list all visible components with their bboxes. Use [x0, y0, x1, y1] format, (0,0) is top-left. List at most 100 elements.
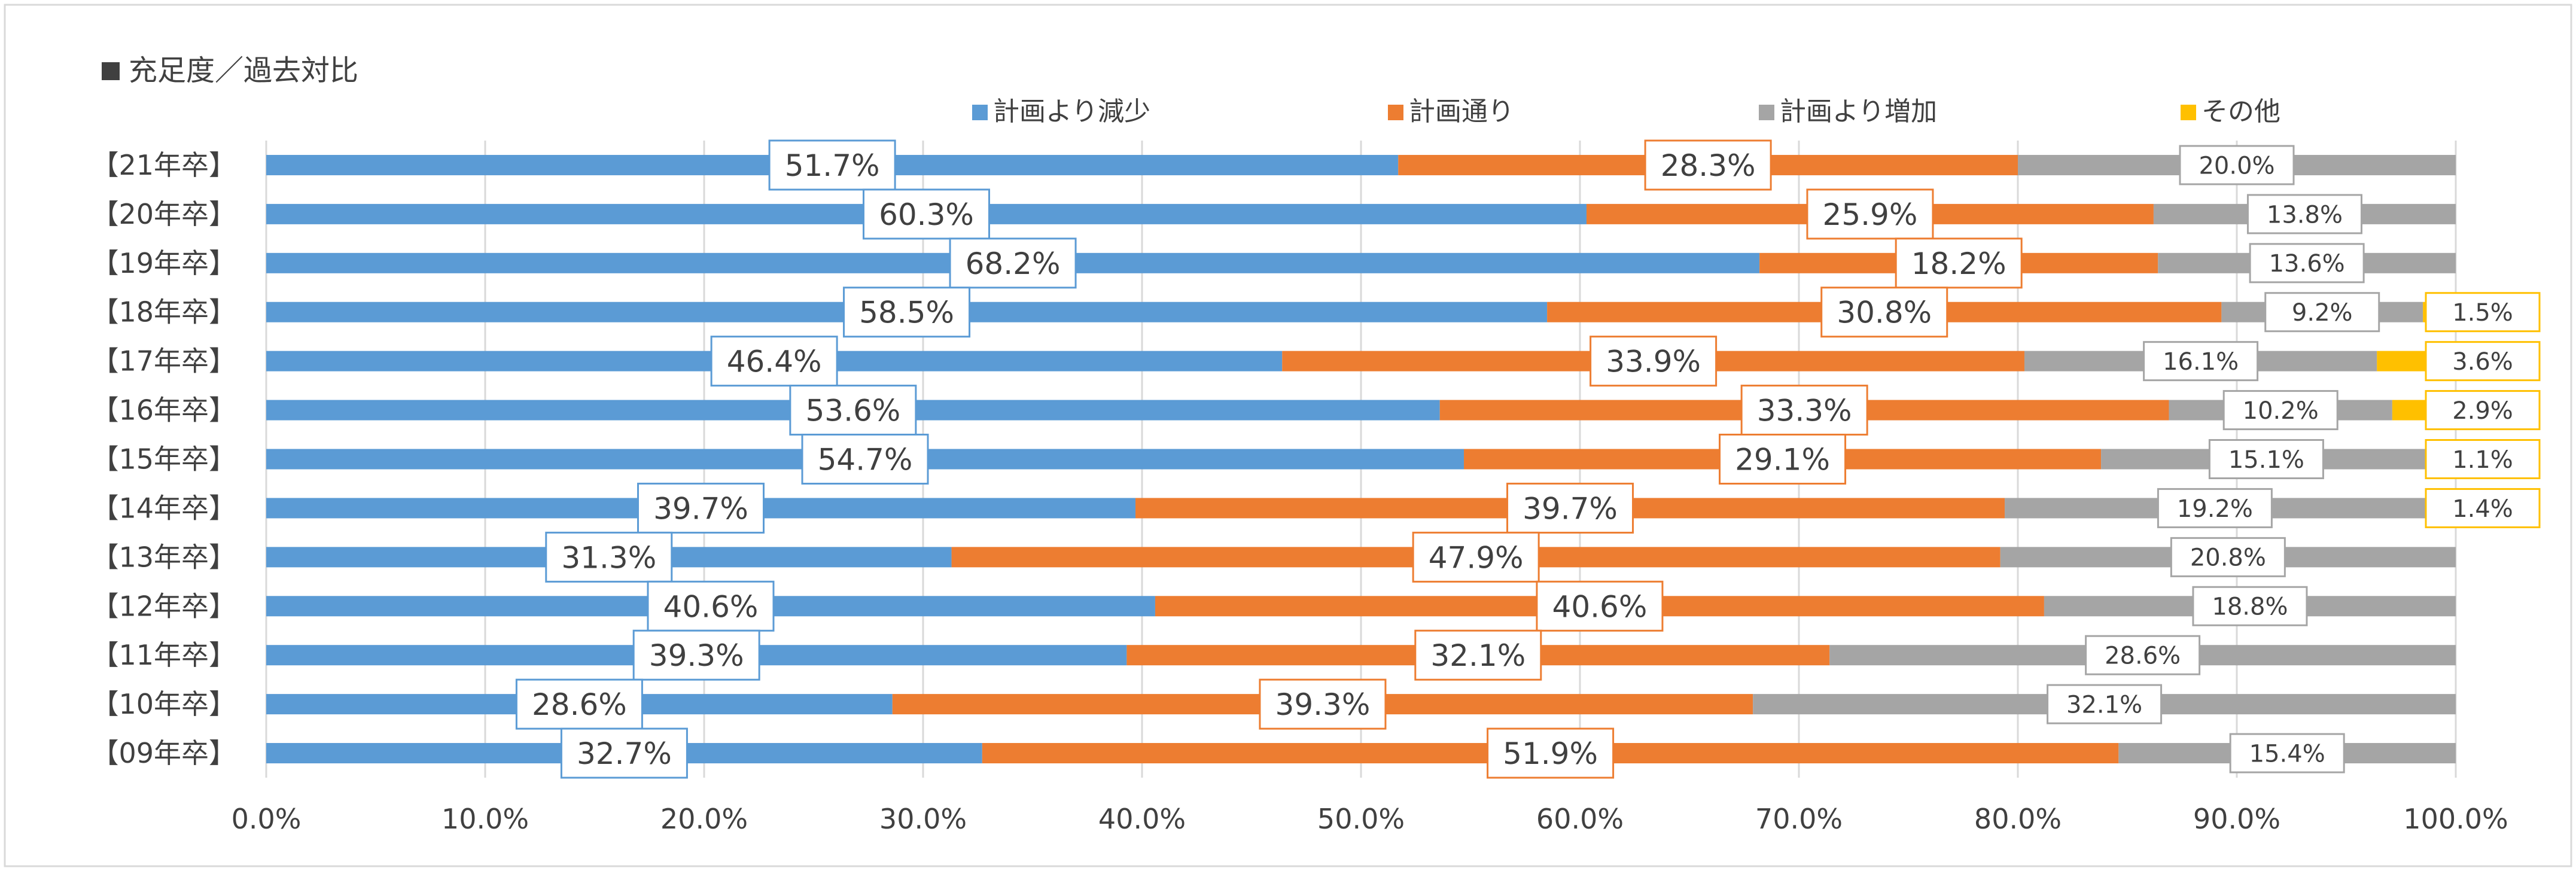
data-label: 1.1% — [2425, 439, 2541, 479]
svg-text:39.3%: 39.3% — [1275, 687, 1371, 722]
data-label: 39.7% — [637, 482, 765, 534]
svg-text:1.5%: 1.5% — [2452, 299, 2513, 327]
data-label: 1.4% — [2425, 488, 2541, 528]
svg-text:28.6%: 28.6% — [2105, 642, 2181, 670]
data-label: 32.1% — [2047, 684, 2163, 724]
svg-text:40.6%: 40.6% — [1552, 589, 1648, 624]
svg-text:33.9%: 33.9% — [1606, 345, 1701, 379]
title-marker — [102, 62, 120, 80]
data-label: 19.2% — [2157, 488, 2273, 528]
data-label: 18.8% — [2192, 586, 2308, 626]
svg-text:60.3%: 60.3% — [879, 197, 974, 232]
data-label: 68.2% — [949, 237, 1077, 289]
svg-text:47.9%: 47.9% — [1429, 540, 1524, 575]
x-tick-label: 20.0% — [660, 803, 748, 835]
svg-text:32.1%: 32.1% — [2066, 692, 2142, 719]
category-label: 【16年卒】 — [91, 394, 236, 427]
data-label: 9.2% — [2264, 292, 2380, 333]
svg-text:39.7%: 39.7% — [653, 491, 748, 526]
category-label: 【12年卒】 — [91, 590, 236, 622]
legend-label: 計画より減少 — [993, 96, 1150, 127]
category-label: 【19年卒】 — [91, 247, 236, 279]
data-label: 20.8% — [2170, 537, 2286, 577]
svg-text:20.0%: 20.0% — [2199, 152, 2274, 179]
svg-text:3.6%: 3.6% — [2452, 348, 2513, 376]
data-label: 1.5% — [2425, 292, 2541, 333]
svg-text:39.3%: 39.3% — [649, 638, 744, 673]
category-label: 【18年卒】 — [91, 296, 236, 328]
data-label: 28.6% — [2085, 635, 2201, 675]
data-label: 28.3% — [1644, 139, 1772, 191]
x-tick-label: 100.0% — [2403, 803, 2508, 835]
category-label: 【09年卒】 — [91, 737, 236, 769]
data-labels: 51.7% 28.3% 20.0% 60.3% 25.9% 13.8% 68.2% 18.2%… — [515, 139, 2541, 779]
svg-text:28.3%: 28.3% — [1661, 148, 1756, 183]
svg-text:40.6%: 40.6% — [663, 589, 759, 624]
data-label: 46.4% — [710, 336, 838, 387]
category-label: 【17年卒】 — [91, 345, 236, 377]
data-label: 40.6% — [1536, 580, 1664, 632]
legend: 計画より減少 計画通り 計画より増加 その他 — [972, 96, 2280, 127]
chart-title: 充足度／過去対比 — [129, 54, 358, 87]
category-label: 【15年卒】 — [91, 443, 236, 476]
data-label: 18.2% — [1895, 237, 2023, 289]
data-label: 39.3% — [632, 629, 760, 681]
data-label: 40.6% — [647, 580, 775, 632]
data-label: 13.6% — [2249, 243, 2365, 284]
data-label: 10.2% — [2222, 390, 2339, 431]
x-tick-label: 40.0% — [1098, 803, 1186, 835]
data-label: 54.7% — [801, 434, 929, 485]
svg-text:18.8%: 18.8% — [2212, 593, 2288, 621]
svg-text:46.4%: 46.4% — [727, 345, 822, 379]
data-label: 30.8% — [1820, 287, 1948, 338]
x-tick-label: 70.0% — [1755, 803, 1843, 835]
svg-text:53.6%: 53.6% — [805, 394, 900, 428]
data-label: 58.5% — [843, 287, 971, 338]
data-label: 28.6% — [515, 678, 643, 730]
data-label: 15.1% — [2208, 439, 2324, 479]
x-tick-label: 90.0% — [2193, 803, 2280, 835]
data-label: 13.8% — [2246, 194, 2362, 234]
data-label: 31.3% — [545, 531, 673, 583]
category-label: 【11年卒】 — [91, 639, 236, 671]
category-label: 【20年卒】 — [91, 198, 236, 230]
legend-swatch — [1388, 105, 1403, 120]
svg-text:13.6%: 13.6% — [2269, 250, 2345, 278]
svg-text:9.2%: 9.2% — [2292, 299, 2353, 327]
svg-text:51.9%: 51.9% — [1503, 736, 1598, 771]
svg-text:15.1%: 15.1% — [2228, 446, 2304, 474]
category-label: 【13年卒】 — [91, 541, 236, 573]
svg-text:32.1%: 32.1% — [1430, 638, 1525, 673]
svg-text:31.3%: 31.3% — [561, 540, 656, 575]
svg-text:18.2%: 18.2% — [1911, 246, 2006, 281]
data-label: 60.3% — [862, 188, 990, 240]
data-label: 39.7% — [1506, 482, 1634, 534]
svg-text:30.8%: 30.8% — [1837, 296, 1932, 330]
legend-label: 計画より増加 — [1780, 96, 1937, 127]
data-label: 16.1% — [2143, 341, 2259, 382]
svg-text:16.1%: 16.1% — [2163, 348, 2239, 376]
x-axis: 0.0% 10.0% 20.0% 30.0% 40.0% 50.0% 60.0% 70.0% 8… — [232, 803, 2508, 835]
svg-text:29.1%: 29.1% — [1735, 443, 1830, 477]
data-label: 33.9% — [1590, 336, 1718, 387]
x-tick-label: 10.0% — [441, 803, 529, 835]
category-label: 【10年卒】 — [91, 688, 236, 720]
svg-text:28.6%: 28.6% — [532, 687, 627, 722]
svg-text:1.4%: 1.4% — [2452, 495, 2513, 523]
svg-text:58.5%: 58.5% — [859, 296, 954, 330]
svg-text:39.7%: 39.7% — [1523, 491, 1618, 526]
category-label: 【21年卒】 — [91, 149, 236, 181]
svg-text:33.3%: 33.3% — [1757, 394, 1852, 428]
data-label: 25.9% — [1806, 188, 1934, 240]
data-label: 3.6% — [2425, 341, 2541, 382]
legend-swatch — [972, 105, 988, 120]
data-label: 32.1% — [1414, 629, 1542, 681]
data-label: 53.6% — [789, 385, 917, 436]
svg-text:51.7%: 51.7% — [785, 148, 880, 183]
x-tick-label: 30.0% — [879, 803, 967, 835]
x-tick-label: 60.0% — [1536, 803, 1624, 835]
chart-border — [4, 4, 2572, 867]
svg-text:54.7%: 54.7% — [818, 443, 913, 477]
